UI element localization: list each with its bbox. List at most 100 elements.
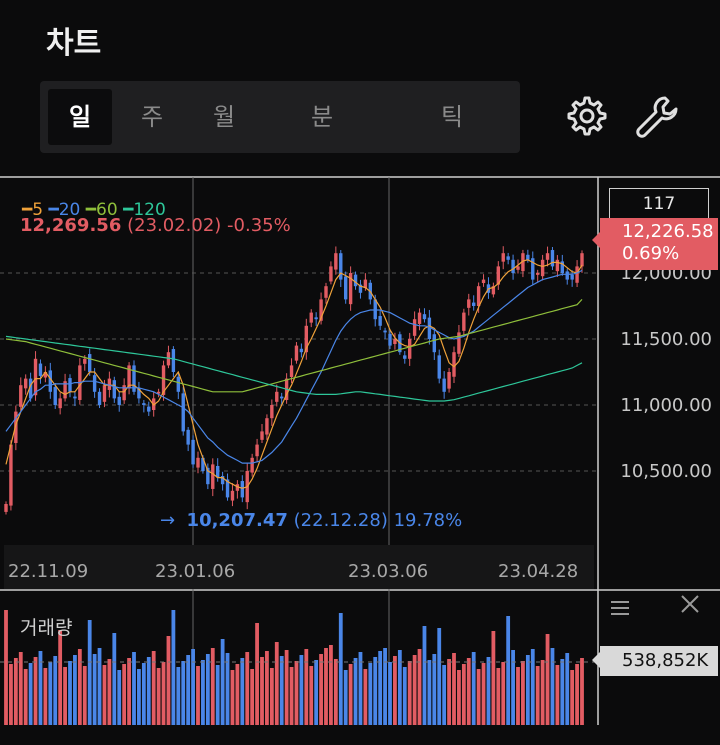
candle: [107, 378, 112, 390]
volume-bar: [540, 660, 545, 725]
volume-bar: [23, 669, 28, 725]
volume-bar: [388, 662, 392, 725]
candle: [289, 365, 294, 378]
candle: [388, 333, 392, 346]
candle: [422, 314, 427, 320]
tab-minute[interactable]: 분: [310, 103, 334, 131]
menu-icon[interactable]: [608, 596, 632, 620]
candle: [112, 380, 117, 399]
candle: [225, 479, 230, 498]
volume-bar: [102, 665, 107, 725]
candle: [255, 444, 259, 457]
volume-bar: [501, 662, 506, 725]
volume-bar: [176, 667, 181, 725]
volume-bar: [378, 651, 383, 725]
candle: [403, 355, 407, 359]
x-tick-label: 23.03.06: [348, 561, 429, 582]
page-title: 차트: [46, 26, 102, 61]
candle: [432, 334, 437, 353]
ma-line-ma120: [5, 335, 583, 402]
volume-bar: [33, 657, 38, 725]
candle: [23, 378, 28, 389]
volume-bar: [486, 657, 491, 725]
volume-bar: [343, 670, 348, 725]
candle: [580, 253, 584, 267]
volume-bar: [156, 668, 161, 725]
candle: [265, 418, 269, 435]
volume-bar: [496, 668, 501, 725]
tab-day[interactable]: 일: [48, 89, 112, 145]
volume-bar: [186, 655, 191, 725]
x-tick-label: 22.11.09: [8, 561, 89, 582]
volume-bar: [191, 649, 195, 725]
volume-bar: [402, 667, 407, 725]
candle: [294, 345, 299, 361]
candle: [471, 302, 476, 306]
current-change: 0.69%: [622, 243, 680, 264]
volume-bar: [146, 657, 151, 725]
candle: [63, 381, 67, 399]
candle: [383, 330, 387, 333]
indicator-box[interactable]: 117: [609, 188, 709, 220]
tab-tick[interactable]: 틱: [440, 103, 464, 131]
candle: [575, 266, 579, 283]
volume-bar: [353, 658, 358, 725]
candle: [339, 253, 343, 280]
volume-bar: [304, 649, 309, 725]
volume-bar: [570, 670, 575, 725]
volume-bar: [393, 656, 397, 725]
volume-bar: [141, 663, 146, 725]
volume-bar: [432, 654, 437, 725]
close-icon[interactable]: [678, 592, 702, 616]
candle: [181, 393, 185, 432]
candle: [161, 365, 166, 395]
arrow-right-icon: →: [160, 510, 176, 531]
volume-bar: [358, 652, 363, 725]
legend-ma120: 120: [133, 200, 166, 220]
volume-bar: [457, 670, 461, 725]
volume-bar: [166, 636, 171, 725]
volume-bar: [555, 665, 560, 725]
gear-icon[interactable]: [560, 92, 610, 142]
volume-bar: [127, 658, 131, 725]
candle: [206, 467, 210, 485]
candle: [545, 253, 550, 260]
y-tick-label: 10,500.00: [620, 461, 712, 482]
volume-bar: [338, 613, 343, 725]
candle: [176, 376, 181, 392]
candle: [555, 259, 560, 272]
volume-bar: [77, 649, 82, 725]
candle: [220, 476, 225, 485]
candle: [97, 391, 102, 405]
volume-bar: [368, 663, 373, 725]
candle: [196, 457, 200, 468]
volume-bar: [196, 666, 200, 725]
candle: [299, 348, 304, 353]
volume-bar: [407, 661, 412, 725]
wrench-icon[interactable]: [632, 92, 682, 142]
volume-bar: [181, 661, 186, 725]
candle: [565, 271, 569, 280]
volume-bar: [240, 658, 245, 725]
legend-ma20: 20: [58, 200, 81, 220]
volume-bar: [329, 645, 333, 725]
y-tick-label: 11,500.00: [620, 329, 712, 350]
candle: [412, 319, 417, 336]
volume-bar: [397, 650, 402, 725]
candle: [393, 339, 397, 345]
y-tick-label: 11,000.00: [620, 395, 712, 416]
volume-bar: [4, 610, 8, 725]
volume-bar: [580, 658, 584, 725]
candle: [304, 325, 309, 353]
period-tabs: 일 주 월 분 틱: [40, 81, 520, 153]
volume-bar: [437, 628, 442, 725]
candle: [250, 457, 254, 473]
candle: [215, 465, 220, 478]
volume-bar: [68, 661, 72, 725]
tab-week[interactable]: 주: [140, 103, 164, 131]
volume-bar: [13, 658, 18, 725]
x-tick-label: 23.04.28: [498, 561, 579, 582]
tab-month[interactable]: 월: [212, 103, 236, 131]
volume-bar: [260, 657, 264, 725]
